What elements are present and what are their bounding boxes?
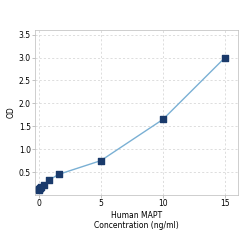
Point [47,178,51,182]
Point [37,188,41,192]
Point [161,118,165,122]
Y-axis label: OD: OD [7,106,16,118]
Point [37,187,41,191]
Point [39,185,43,189]
X-axis label: Human MAPT
Concentration (ng/ml): Human MAPT Concentration (ng/ml) [94,211,178,230]
Point [99,159,103,163]
Point [42,183,46,187]
Point [56,172,60,176]
Point [223,56,227,60]
Point [38,186,42,190]
